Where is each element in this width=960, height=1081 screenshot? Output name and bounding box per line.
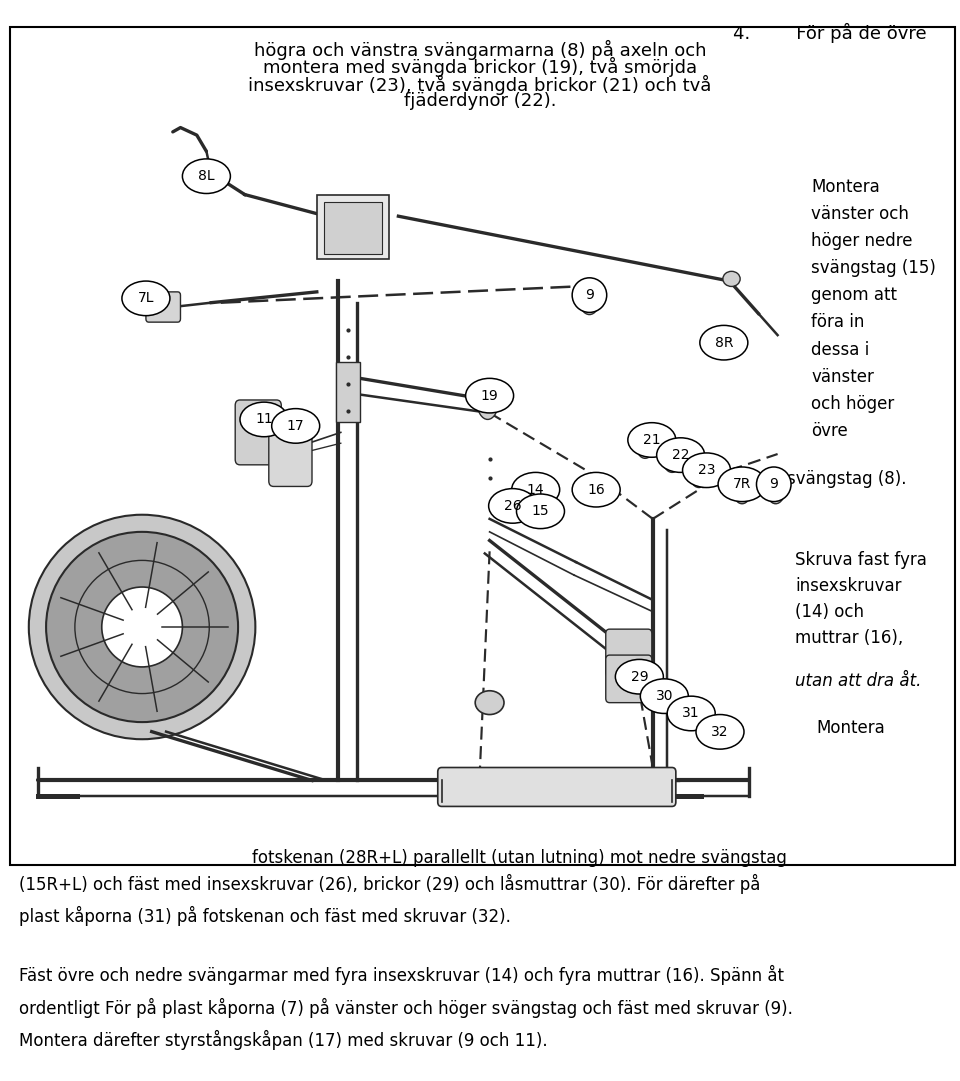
Text: föra in: föra in [811,313,865,332]
Text: och höger: och höger [811,395,895,413]
Ellipse shape [636,428,655,458]
Text: fjäderdynor (22).: fjäderdynor (22). [404,92,556,110]
Text: övre: övre [811,422,848,440]
Ellipse shape [640,679,688,713]
FancyBboxPatch shape [438,768,676,806]
Ellipse shape [657,438,705,472]
Text: 8R: 8R [714,336,733,349]
FancyBboxPatch shape [606,629,652,677]
Text: Montera: Montera [811,178,880,197]
Text: (14) och: (14) och [795,603,864,622]
Ellipse shape [662,442,682,472]
FancyBboxPatch shape [146,292,180,322]
Text: höger nedre: höger nedre [811,232,913,251]
Ellipse shape [512,472,560,507]
Ellipse shape [696,715,744,749]
Ellipse shape [615,659,663,694]
Text: högra och vänstra svängarmarna (8) på axeln och: högra och vänstra svängarmarna (8) på ax… [253,40,707,61]
Ellipse shape [732,473,752,504]
Text: 7L: 7L [137,292,155,305]
Ellipse shape [46,532,238,722]
Ellipse shape [572,472,620,507]
Ellipse shape [718,467,766,502]
Text: 30: 30 [656,690,673,703]
Text: 16: 16 [588,483,605,496]
Text: Montera: Montera [816,719,885,737]
Text: 11: 11 [255,413,273,426]
Ellipse shape [667,696,715,731]
Text: 8L: 8L [198,170,215,183]
Ellipse shape [207,171,225,186]
Text: 15: 15 [532,505,549,518]
Ellipse shape [689,457,708,488]
Ellipse shape [272,409,320,443]
Ellipse shape [466,378,514,413]
Text: genom att: genom att [811,286,898,305]
Text: 14: 14 [527,483,544,496]
Text: 4.        För på de övre: 4. För på de övre [732,23,926,43]
Text: insexskruvar: insexskruvar [795,577,901,596]
Ellipse shape [756,467,791,502]
Ellipse shape [766,473,785,504]
Ellipse shape [516,494,564,529]
Ellipse shape [628,423,676,457]
Text: 7R: 7R [732,478,752,491]
FancyBboxPatch shape [269,424,312,486]
Text: ordentligt För på plast kåporna (7) på vänster och höger svängstag och fäst med : ordentligt För på plast kåporna (7) på v… [19,998,793,1018]
Text: 26: 26 [504,499,521,512]
Text: insexskruvar (23), två svängda brickor (21) och två: insexskruvar (23), två svängda brickor (… [249,75,711,95]
Text: Skruva fast fyra: Skruva fast fyra [795,551,926,570]
Text: 21: 21 [643,433,660,446]
Text: 9: 9 [585,289,594,302]
Ellipse shape [102,587,182,667]
Text: montera med svängda brickor (19), två smörjda: montera med svängda brickor (19), två sm… [263,57,697,78]
Ellipse shape [29,515,255,739]
Ellipse shape [527,489,544,517]
Text: 29: 29 [631,670,648,683]
Ellipse shape [489,489,537,523]
Text: 19: 19 [481,389,498,402]
Text: utan att dra åt.: utan att dra åt. [795,672,922,691]
FancyBboxPatch shape [235,400,281,465]
Ellipse shape [182,159,230,193]
Ellipse shape [700,325,748,360]
Text: svängstag (15): svängstag (15) [811,259,936,278]
Bar [317,195,389,259]
Bar [10,27,955,865]
Text: 23: 23 [698,464,715,477]
Text: dessa i: dessa i [811,341,870,359]
Text: vänster och: vänster och [811,205,909,224]
Text: vänster: vänster [811,368,874,386]
Text: 9: 9 [769,478,779,491]
Ellipse shape [240,402,288,437]
Bar [336,362,360,422]
Text: 32: 32 [711,725,729,738]
Text: (15R+L) och fäst med insexskruvar (26), brickor (29) och låsmuttrar (30). För dä: (15R+L) och fäst med insexskruvar (26), … [19,873,760,894]
Bar [324,202,382,254]
Text: 31: 31 [683,707,700,720]
Text: muttrar (16),: muttrar (16), [795,629,903,648]
Text: 22: 22 [672,449,689,462]
Ellipse shape [122,281,170,316]
Text: plast kåporna (31) på fotskenan och fäst med skruvar (32).: plast kåporna (31) på fotskenan och fäst… [19,906,511,926]
FancyBboxPatch shape [606,655,652,703]
Ellipse shape [579,282,600,315]
Text: svängstag (8).: svängstag (8). [787,470,906,489]
Ellipse shape [683,453,731,488]
Text: Fäst övre och nedre svängarmar med fyra insexskruvar (14) och fyra muttrar (16).: Fäst övre och nedre svängarmar med fyra … [19,965,784,986]
Ellipse shape [572,278,607,312]
Ellipse shape [477,385,498,419]
Text: fotskenan (28R+L) parallellt (utan lutning) mot nedre svängstag: fotskenan (28R+L) parallellt (utan lutni… [252,849,787,867]
Text: Montera därefter styrstångskåpan (17) med skruvar (9 och 11).: Montera därefter styrstångskåpan (17) me… [19,1030,548,1051]
Text: 17: 17 [287,419,304,432]
Ellipse shape [723,271,740,286]
Ellipse shape [475,691,504,715]
